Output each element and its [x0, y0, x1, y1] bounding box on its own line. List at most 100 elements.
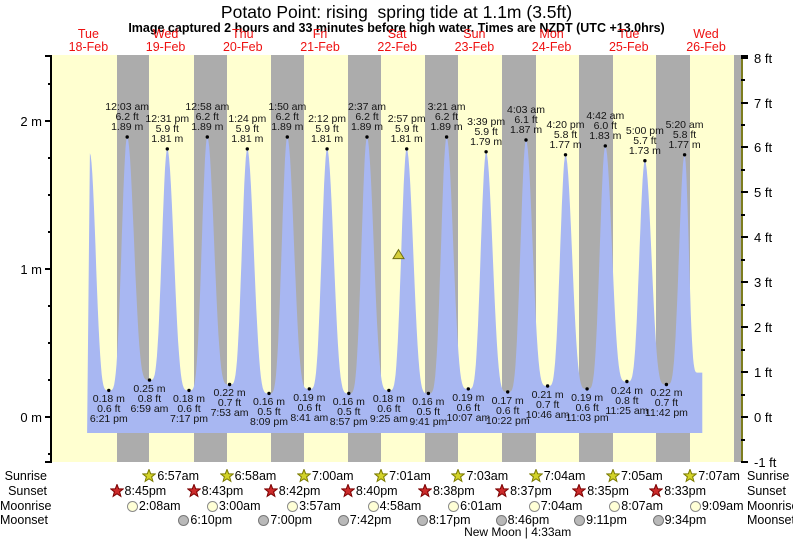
tide-label-line: 1.89 m — [271, 121, 304, 133]
low-tide-label: 0.21 m 0.7 ft 10:46 am — [506, 388, 590, 421]
moonset-circle-icon — [495, 514, 507, 526]
sunrise-event: 7:05am — [605, 469, 663, 483]
row-label-right-sunrise: Sunrise — [747, 469, 790, 483]
sunset-star-icon — [417, 484, 432, 498]
ft-axis-major-tick — [741, 146, 748, 149]
night-shading-band — [733, 55, 741, 462]
tide-label-line: 1.87 m — [509, 123, 543, 136]
sunrise-star-icon — [605, 469, 620, 483]
tide-label-line: 10:46 am — [525, 408, 570, 421]
day-label: Mon 24-Feb — [517, 28, 587, 53]
day-label-line: 26-Feb — [686, 39, 726, 54]
ft-axis-tick-label: 1 ft — [754, 365, 773, 381]
low-tide-dot — [267, 391, 271, 396]
m-axis-tick-label: 0 m — [20, 410, 42, 426]
day-label: Fri 21-Feb — [285, 28, 355, 53]
moonrise-time: 8:07am — [621, 499, 663, 513]
tide-label-line: 0.19 m — [571, 391, 604, 404]
sunrise-star-icon — [528, 469, 543, 483]
tide-label-line: 1.89 m — [111, 121, 144, 133]
day-label-line: Sat — [387, 27, 407, 41]
tide-label-line: 9:41 pm — [409, 416, 448, 429]
tide-label-line: 5.9 ft — [235, 122, 259, 135]
current-level-marker — [392, 248, 405, 260]
moonset-circle-icon — [178, 514, 190, 526]
tide-label-line: 11:25 am — [605, 404, 649, 417]
day-label-line: Tue — [618, 27, 640, 41]
low-tide-dot — [506, 390, 510, 394]
right-axis-line — [741, 55, 743, 462]
day-label: Sat 22-Feb — [362, 28, 432, 53]
low-tide-dot — [466, 387, 470, 391]
tide-label-line: 1.77 m — [549, 138, 582, 151]
row-label-right-moonset: Moonset — [747, 513, 793, 527]
low-tide-dot — [545, 384, 550, 388]
sunrise-time: 6:57am — [157, 469, 200, 483]
ft-axis-tick-label: 7 ft — [754, 95, 773, 111]
sunset-event: 8:33pm — [649, 484, 706, 498]
low-tide-dot — [585, 387, 589, 391]
ft-axis-tick-label: 2 ft — [754, 320, 773, 336]
day-label: Sun 23-Feb — [439, 28, 509, 53]
tide-label-line: 1.81 m — [151, 132, 184, 145]
tide-label-line: 1.79 m — [470, 135, 503, 148]
moonset-event: 9:34pm — [652, 513, 706, 527]
tide-label-line: 1.89 m — [350, 121, 384, 133]
ft-axis-major-tick — [741, 281, 748, 284]
tide-label-line: 0.18 m — [172, 393, 206, 406]
axis-corner-tick — [741, 55, 748, 57]
day-label-line: Wed — [693, 27, 719, 41]
high-tide-dot — [125, 135, 129, 139]
ft-axis-tick-label: 5 ft — [754, 185, 773, 201]
tide-label-line: 1.73 m — [628, 144, 661, 157]
moonrise-event: 3:00am — [206, 499, 261, 513]
tide-label-line: 0.22 m — [650, 387, 683, 400]
high-tide-dot — [643, 159, 647, 163]
tide-label-line: 1.89 m — [191, 121, 224, 133]
tide-label-line: 1.83 m — [589, 129, 622, 142]
tide-label-line: 2:57 pm — [387, 112, 426, 125]
high-tide-label: 12:03 am 6.2 ft 1.89 m — [85, 102, 169, 133]
sunset-star-icon — [263, 484, 278, 498]
sunset-star-icon — [649, 484, 664, 498]
moonset-time: 7:42pm — [349, 513, 392, 527]
tide-label-line: 0.6 ft — [377, 403, 401, 416]
ft-axis-major-tick — [741, 236, 748, 239]
tide-label-line: 0.21 m — [531, 388, 564, 401]
high-tide-label: 4:03 am 6.1 ft 1.87 m — [484, 105, 568, 136]
sunrise-time: 7:01am — [389, 469, 431, 483]
moonset-event: 7:42pm — [337, 513, 392, 527]
row-label-left-sunset: Sunset — [8, 484, 47, 498]
m-axis-minor-tick — [48, 230, 52, 233]
m-axis-tick-label: 2 m — [20, 113, 42, 129]
moonrise-event: 9:09am — [689, 499, 744, 513]
moonrise-time: 3:57am — [299, 499, 341, 513]
sunrise-event: 7:04am — [528, 469, 585, 483]
tide-label-line: 0.19 m — [452, 391, 485, 404]
m-axis-major-tick — [45, 119, 52, 122]
moonrise-circle-icon — [287, 500, 299, 512]
sunset-event: 8:38pm — [417, 484, 475, 498]
ft-axis-tick-label: 8 ft — [754, 50, 773, 66]
sunrise-star-icon — [142, 469, 157, 483]
sunrise-event: 6:57am — [142, 469, 199, 483]
tide-curve-canvas — [87, 135, 703, 433]
tide-label-line: 0.8 ft — [137, 393, 162, 406]
ft-axis-major-tick — [741, 326, 748, 329]
high-tide-dot — [205, 135, 209, 139]
tide-label-line: 0.24 m — [610, 384, 643, 397]
m-axis-minor-tick — [48, 304, 52, 307]
ft-axis-major-tick — [741, 101, 748, 104]
tide-label-line: 6:59 am — [130, 403, 169, 416]
moonset-event: 6:10pm — [178, 513, 232, 527]
tide-label-line: 0.6 ft — [575, 401, 599, 414]
day-label-line: Thu — [232, 27, 254, 41]
day-label-line: 23-Feb — [454, 39, 495, 54]
tide-label-line: 6.2 ft — [434, 111, 459, 123]
low-tide-dot — [307, 387, 311, 391]
high-tide-label: 2:12 pm 5.9 ft 1.81 m — [285, 114, 369, 145]
moonset-event: 8:17pm — [416, 513, 471, 527]
tide-label-line: 5.7 ft — [633, 134, 657, 147]
m-axis-major-tick — [45, 416, 52, 419]
